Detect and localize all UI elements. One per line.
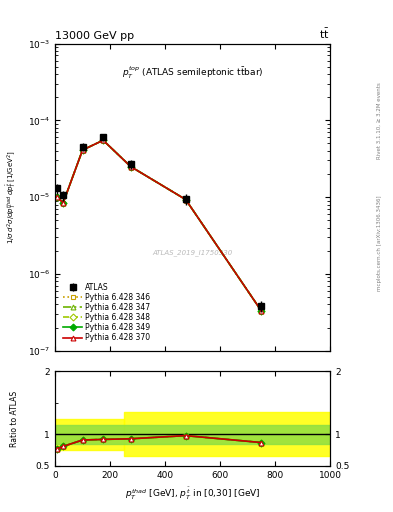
Text: 13000 GeV pp: 13000 GeV pp [55, 31, 134, 41]
Pythia 6.428 349 [184, 197, 188, 203]
Pythia 6.428 346 [184, 197, 188, 203]
Pythia 6.428 347 [184, 197, 188, 203]
X-axis label: $p_T^{thad}$ [GeV], $p_T^{\bar{t}}$ in [0,30] [GeV]: $p_T^{thad}$ [GeV], $p_T^{\bar{t}}$ in [… [125, 485, 260, 502]
Pythia 6.428 349 [61, 200, 66, 206]
Pythia 6.428 348 [259, 308, 264, 314]
Line: Pythia 6.428 346: Pythia 6.428 346 [54, 138, 264, 313]
Pythia 6.428 349 [259, 308, 264, 314]
Pythia 6.428 370 [61, 200, 66, 206]
Pythia 6.428 370 [129, 163, 133, 169]
Pythia 6.428 347 [54, 194, 59, 200]
Pythia 6.428 370 [259, 308, 264, 314]
Pythia 6.428 346 [54, 194, 59, 200]
Line: Pythia 6.428 347: Pythia 6.428 347 [54, 138, 264, 313]
Line: Pythia 6.428 349: Pythia 6.428 349 [54, 138, 264, 313]
Y-axis label: $1/\sigma\,d^2\sigma/dp_T^{thad}\,dp_T^{\bar{t}}\,[1/\mathrm{GeV}^2]$: $1/\sigma\,d^2\sigma/dp_T^{thad}\,dp_T^{… [5, 150, 19, 244]
Pythia 6.428 348 [61, 200, 66, 206]
Pythia 6.428 370 [80, 147, 85, 153]
Line: Pythia 6.428 370: Pythia 6.428 370 [54, 138, 264, 313]
Y-axis label: Ratio to ATLAS: Ratio to ATLAS [10, 391, 19, 446]
Pythia 6.428 370 [101, 137, 106, 143]
Pythia 6.428 349 [54, 194, 59, 200]
Pythia 6.428 349 [129, 163, 133, 169]
Pythia 6.428 370 [184, 197, 188, 203]
Pythia 6.428 347 [80, 147, 85, 153]
Pythia 6.428 346 [80, 147, 85, 153]
Text: Rivet 3.1.10, ≥ 3.2M events: Rivet 3.1.10, ≥ 3.2M events [377, 82, 382, 159]
Line: Pythia 6.428 348: Pythia 6.428 348 [54, 138, 264, 313]
Text: ATLAS_2019_I1750330: ATLAS_2019_I1750330 [152, 249, 233, 256]
Pythia 6.428 346 [101, 137, 106, 143]
Pythia 6.428 349 [101, 137, 106, 143]
Text: mcplots.cern.ch [arXiv:1306.3436]: mcplots.cern.ch [arXiv:1306.3436] [377, 196, 382, 291]
Pythia 6.428 346 [129, 163, 133, 169]
Pythia 6.428 349 [80, 147, 85, 153]
Pythia 6.428 370 [54, 194, 59, 200]
Pythia 6.428 346 [259, 308, 264, 314]
Pythia 6.428 348 [54, 194, 59, 200]
Pythia 6.428 348 [129, 163, 133, 169]
Pythia 6.428 347 [61, 200, 66, 206]
Text: t$\bar{\rm t}$: t$\bar{\rm t}$ [320, 27, 330, 41]
Pythia 6.428 348 [101, 137, 106, 143]
Text: $p_T^{top}$ (ATLAS semileptonic t$\bar{\rm t}$bar): $p_T^{top}$ (ATLAS semileptonic t$\bar{\… [122, 65, 263, 81]
Legend: ATLAS, Pythia 6.428 346, Pythia 6.428 347, Pythia 6.428 348, Pythia 6.428 349, P: ATLAS, Pythia 6.428 346, Pythia 6.428 34… [62, 281, 152, 344]
Pythia 6.428 347 [129, 163, 133, 169]
Pythia 6.428 348 [80, 147, 85, 153]
Pythia 6.428 346 [61, 200, 66, 206]
Pythia 6.428 347 [259, 308, 264, 314]
Pythia 6.428 347 [101, 137, 106, 143]
Pythia 6.428 348 [184, 197, 188, 203]
